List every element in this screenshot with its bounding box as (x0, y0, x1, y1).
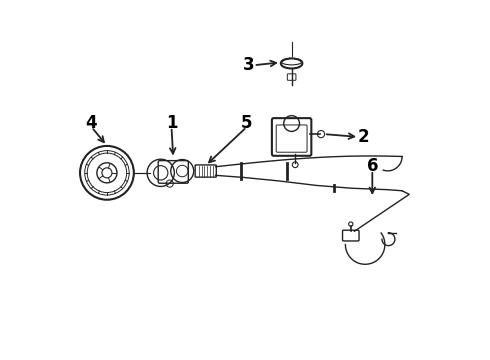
Text: 4: 4 (86, 114, 98, 132)
Text: 2: 2 (358, 128, 369, 146)
Text: 3: 3 (243, 56, 254, 74)
Text: 5: 5 (241, 114, 252, 132)
Text: 6: 6 (367, 157, 378, 175)
Text: 1: 1 (166, 114, 177, 132)
